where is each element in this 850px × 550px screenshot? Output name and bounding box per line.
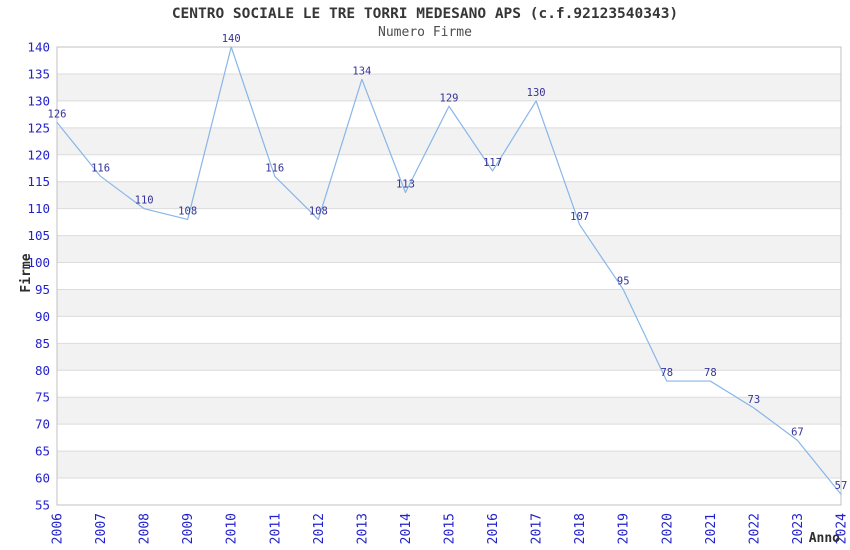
y-tick-label: 85 — [35, 336, 50, 351]
x-tick-label: 2018 — [573, 513, 588, 544]
y-tick-label: 75 — [35, 390, 50, 405]
data-label: 130 — [527, 87, 546, 99]
y-tick-label: 70 — [35, 417, 50, 432]
x-tick-label: 2009 — [181, 513, 196, 544]
x-tick-label: 2010 — [225, 513, 240, 544]
plot-band — [57, 73, 841, 101]
data-label: 95 — [617, 275, 630, 287]
plot-band — [57, 343, 841, 371]
data-label: 108 — [178, 205, 197, 217]
y-tick-label: 120 — [27, 147, 50, 162]
x-tick-label: 2021 — [704, 513, 719, 544]
plot-band — [57, 235, 841, 263]
data-label: 116 — [265, 162, 284, 174]
plot-band — [57, 289, 841, 317]
data-label: 134 — [352, 65, 371, 77]
plot-band — [57, 127, 841, 155]
y-tick-label: 105 — [27, 228, 50, 243]
data-label: 117 — [483, 157, 502, 169]
x-tick-label: 2014 — [399, 513, 414, 544]
y-tick-label: 95 — [35, 282, 50, 297]
plot-band — [57, 181, 841, 209]
data-label: 78 — [704, 367, 717, 379]
y-tick-label: 55 — [35, 498, 50, 513]
data-label: 78 — [660, 367, 673, 379]
plot-border — [56, 46, 842, 506]
y-tick-label: 125 — [27, 120, 50, 135]
x-tick-label: 2019 — [617, 513, 632, 544]
data-label: 113 — [396, 178, 415, 190]
plot-background — [57, 47, 841, 505]
x-tick-label: 2011 — [268, 513, 283, 544]
data-label: 129 — [440, 92, 459, 104]
x-tick-label: 2007 — [94, 513, 109, 544]
y-tick-label: 130 — [27, 93, 50, 108]
y-axis-title: Firme — [19, 253, 34, 292]
x-tick-label: 2020 — [660, 513, 675, 544]
x-tick-label: 2006 — [51, 513, 66, 544]
data-label: 107 — [570, 211, 589, 223]
y-tick-label: 65 — [35, 444, 50, 459]
x-tick-label: 2023 — [791, 513, 806, 544]
data-label: 73 — [748, 394, 761, 406]
data-label: 126 — [48, 108, 67, 120]
plot-band — [57, 451, 841, 479]
data-label: 140 — [222, 33, 241, 45]
data-label: 57 — [835, 480, 848, 492]
x-tick-label: 2012 — [312, 513, 327, 544]
y-tick-label: 90 — [35, 309, 50, 324]
data-label: 110 — [135, 195, 154, 207]
x-tick-label: 2015 — [443, 513, 458, 544]
y-tick-label: 115 — [27, 174, 50, 189]
data-label: 116 — [91, 162, 110, 174]
y-tick-label: 60 — [35, 471, 50, 486]
x-tick-label: 2016 — [486, 513, 501, 544]
y-tick-label: 80 — [35, 363, 50, 378]
x-tick-label: 2008 — [138, 513, 153, 544]
x-axis-title: Anno — [809, 531, 840, 546]
chart-title: CENTRO SOCIALE LE TRE TORRI MEDESANO APS… — [171, 6, 679, 22]
y-tick-label: 140 — [27, 40, 50, 55]
x-tick-label: 2024 — [835, 513, 850, 544]
series-line — [56, 46, 842, 495]
y-tick-label: 135 — [27, 66, 50, 81]
x-tick-label: 2022 — [747, 513, 762, 544]
y-tick-label: 110 — [27, 201, 50, 216]
y-tick-label: 100 — [27, 255, 50, 270]
data-label: 67 — [791, 426, 804, 438]
x-tick-label: 2013 — [355, 513, 370, 544]
data-label: 108 — [309, 205, 328, 217]
plot-band — [57, 397, 841, 425]
x-tick-label: 2017 — [530, 513, 545, 544]
chart-subtitle: Numero Firme — [378, 25, 472, 40]
